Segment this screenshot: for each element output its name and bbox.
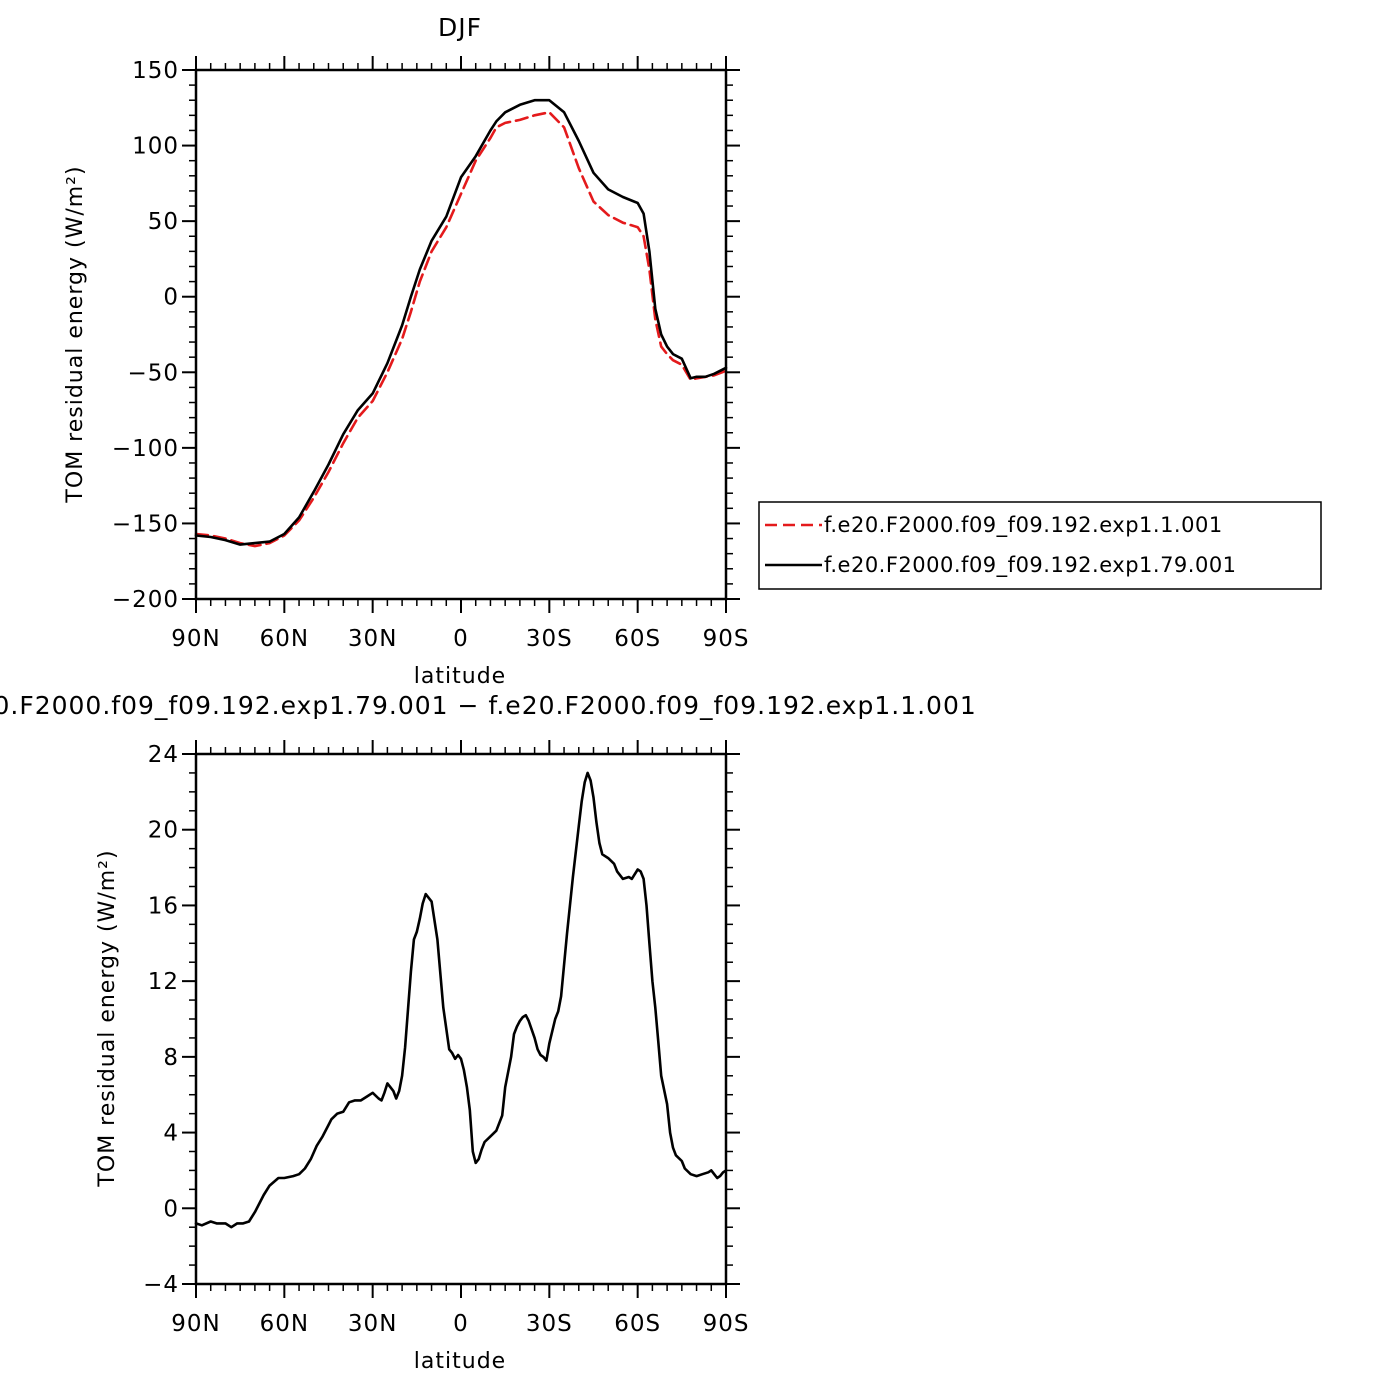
bottom-x-tick-label: 90N	[171, 1311, 220, 1337]
top-chart-title: DJF	[438, 13, 482, 42]
top-y-tick-label: −150	[112, 511, 179, 537]
bottom-chart-plot-area: 90N 60N 30N 0 30S 60S 90S −4 0 4 8 12 16 20 24	[143, 740, 750, 1337]
bottom-y-tick-label: 12	[148, 969, 179, 995]
bottom-y-tick-label: 0	[163, 1196, 179, 1222]
bottom-x-tick-label: 30N	[348, 1311, 397, 1337]
top-x-tick-label: 0	[453, 626, 469, 652]
top-y-tick-label: 100	[132, 134, 179, 160]
bottom-x-tick-label: 60N	[260, 1311, 309, 1337]
bottom-y-tick-label: 24	[148, 742, 179, 768]
top-series-line-2	[194, 98, 728, 546]
top-chart-plot-area: 90N 60N 30N 0 30S 60S 90S −200 −150 −100 −50 0 50 100…	[112, 56, 750, 652]
legend: f.e20.F2000.f09_f09.192.exp1.1.001 f.e20…	[758, 501, 1322, 590]
bottom-y-tick-label: 4	[163, 1121, 179, 1147]
top-x-tick-label: 30N	[348, 626, 397, 652]
bottom-chart-title: f.e20.F2000.f09_f09.192.exp1.79.001 − f.…	[0, 691, 977, 720]
top-plot-frame	[194, 68, 728, 601]
bottom-y-tick-label: 20	[148, 818, 179, 844]
bottom-chart-ylabel: TOM residual energy (W/m²)	[95, 849, 120, 1187]
top-y-tick-label: 50	[148, 209, 179, 235]
top-x-tick-label: 60N	[260, 626, 309, 652]
top-x-tick-label: 30S	[526, 626, 573, 652]
top-series-line-1	[194, 111, 728, 548]
bottom-x-tick-label: 30S	[526, 1311, 573, 1337]
bottom-series-line-1	[194, 771, 728, 1229]
bottom-chart-xlabel: latitude	[414, 1349, 506, 1374]
top-y-tick-label: 0	[163, 285, 179, 311]
top-chart-ylabel: TOM residual energy (W/m²)	[63, 165, 88, 503]
bottom-y-tick-label: −4	[143, 1272, 179, 1298]
top-y-tick-label: −200	[112, 587, 179, 613]
bottom-x-tick-label: 60S	[614, 1311, 661, 1337]
top-y-tick-label: −100	[112, 436, 179, 462]
legend-box	[758, 501, 1322, 590]
bottom-y-tick-label: 16	[148, 893, 179, 919]
bottom-y-tick-label: 8	[163, 1045, 179, 1071]
top-chart-xlabel: latitude	[414, 664, 506, 689]
top-x-tick-label: 60S	[614, 626, 661, 652]
bottom-x-tick-label: 90S	[703, 1311, 750, 1337]
bottom-plot-frame	[194, 752, 728, 1286]
top-y-tick-label: −50	[127, 360, 179, 386]
top-x-tick-label: 90S	[703, 626, 750, 652]
legend-label-series-1: f.e20.F2000.f09_f09.192.exp1.1.001	[824, 513, 1223, 538]
top-y-tick-label: 150	[132, 58, 179, 84]
legend-label-series-2: f.e20.F2000.f09_f09.192.exp1.79.001	[824, 553, 1237, 578]
top-x-tick-label: 90N	[171, 626, 220, 652]
bottom-x-tick-label: 0	[453, 1311, 469, 1337]
